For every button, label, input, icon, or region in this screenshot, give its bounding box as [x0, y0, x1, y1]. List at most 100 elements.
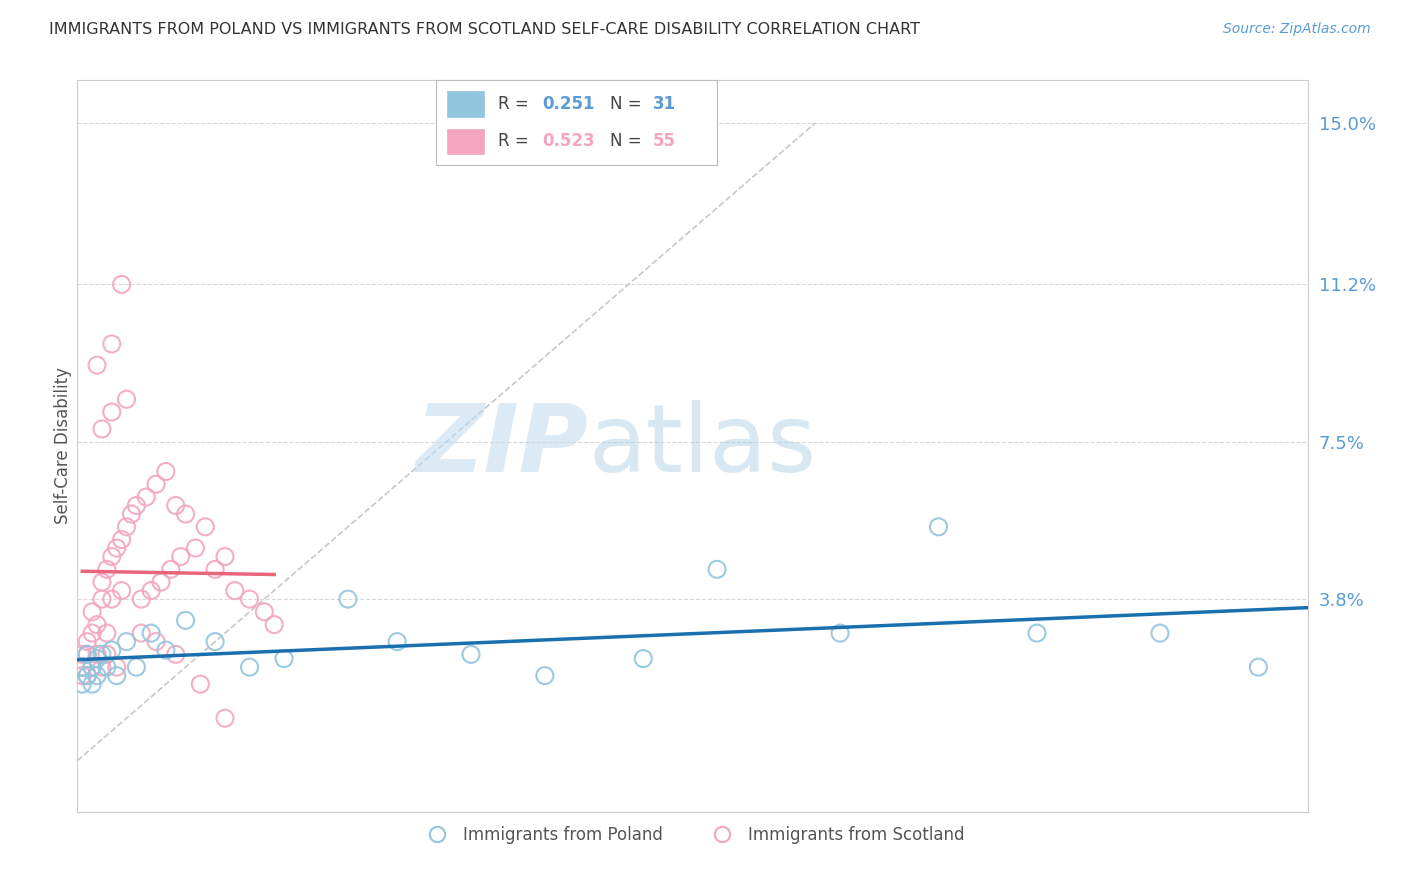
Point: [145, 634, 167, 648]
Point: [174, 613, 197, 627]
Point: [90, 660, 114, 674]
Text: 0.251: 0.251: [543, 95, 595, 113]
Point: [204, 562, 226, 576]
Point: [160, 562, 183, 576]
Point: [105, 541, 128, 555]
Point: [633, 651, 655, 665]
Point: [460, 648, 482, 662]
Point: [76, 648, 98, 662]
Point: [129, 592, 153, 607]
Text: 55: 55: [652, 132, 675, 150]
Point: [76, 668, 98, 682]
Point: [70, 660, 93, 674]
Point: [165, 648, 187, 662]
Point: [253, 605, 276, 619]
Point: [105, 668, 128, 682]
Point: [155, 465, 177, 479]
Point: [86, 617, 108, 632]
Point: [125, 499, 148, 513]
Point: [96, 648, 118, 662]
Point: [90, 648, 114, 662]
Point: [135, 490, 157, 504]
Text: N =: N =: [610, 132, 647, 150]
FancyBboxPatch shape: [447, 91, 484, 117]
Text: 31: 31: [652, 95, 675, 113]
Point: [928, 520, 950, 534]
Point: [96, 626, 118, 640]
Text: 0.523: 0.523: [543, 132, 595, 150]
Point: [150, 575, 173, 590]
Point: [111, 277, 132, 292]
FancyBboxPatch shape: [447, 128, 484, 154]
Point: [141, 626, 163, 640]
Point: [239, 592, 262, 607]
Text: N =: N =: [610, 95, 647, 113]
Point: [165, 499, 187, 513]
Point: [101, 643, 124, 657]
Point: [115, 520, 138, 534]
Point: [174, 507, 197, 521]
Point: [170, 549, 193, 564]
Point: [155, 643, 177, 657]
Point: [70, 668, 93, 682]
Point: [90, 592, 114, 607]
Point: [82, 626, 104, 640]
Point: [188, 677, 212, 691]
Point: [263, 617, 285, 632]
Point: [82, 605, 104, 619]
Point: [101, 549, 124, 564]
Point: [96, 562, 118, 576]
Point: [337, 592, 360, 607]
Point: [706, 562, 728, 576]
Point: [101, 405, 124, 419]
Point: [86, 668, 108, 682]
Text: Source: ZipAtlas.com: Source: ZipAtlas.com: [1223, 22, 1371, 37]
Point: [90, 575, 114, 590]
Point: [76, 668, 98, 682]
Text: atlas: atlas: [588, 400, 815, 492]
Text: R =: R =: [498, 95, 534, 113]
Point: [214, 549, 236, 564]
Point: [224, 583, 246, 598]
Point: [111, 583, 132, 598]
Point: [1026, 626, 1049, 640]
Text: R =: R =: [498, 132, 534, 150]
Point: [76, 634, 98, 648]
Point: [105, 660, 128, 674]
FancyBboxPatch shape: [436, 80, 717, 165]
Point: [101, 337, 124, 351]
Point: [82, 660, 104, 674]
Point: [86, 648, 108, 662]
Point: [194, 520, 217, 534]
Point: [273, 651, 295, 665]
Point: [184, 541, 207, 555]
Point: [115, 392, 138, 407]
Text: ZIP: ZIP: [415, 400, 588, 492]
Point: [86, 358, 108, 372]
Point: [125, 660, 148, 674]
Point: [70, 660, 93, 674]
Point: [145, 477, 167, 491]
Y-axis label: Self-Care Disability: Self-Care Disability: [55, 368, 73, 524]
Point: [129, 626, 153, 640]
Point: [111, 533, 132, 547]
Point: [214, 711, 236, 725]
Point: [1247, 660, 1270, 674]
Point: [96, 660, 118, 674]
Point: [385, 634, 409, 648]
Point: [115, 634, 138, 648]
Point: [101, 592, 124, 607]
Point: [82, 660, 104, 674]
Point: [239, 660, 262, 674]
Point: [1149, 626, 1171, 640]
Point: [90, 422, 114, 436]
Point: [534, 668, 557, 682]
Point: [70, 648, 93, 662]
Legend: Immigrants from Poland, Immigrants from Scotland: Immigrants from Poland, Immigrants from …: [413, 820, 972, 851]
Point: [70, 677, 93, 691]
Text: IMMIGRANTS FROM POLAND VS IMMIGRANTS FROM SCOTLAND SELF-CARE DISABILITY CORRELAT: IMMIGRANTS FROM POLAND VS IMMIGRANTS FRO…: [49, 22, 920, 37]
Point: [204, 634, 226, 648]
Point: [830, 626, 852, 640]
Point: [76, 648, 98, 662]
Point: [141, 583, 163, 598]
